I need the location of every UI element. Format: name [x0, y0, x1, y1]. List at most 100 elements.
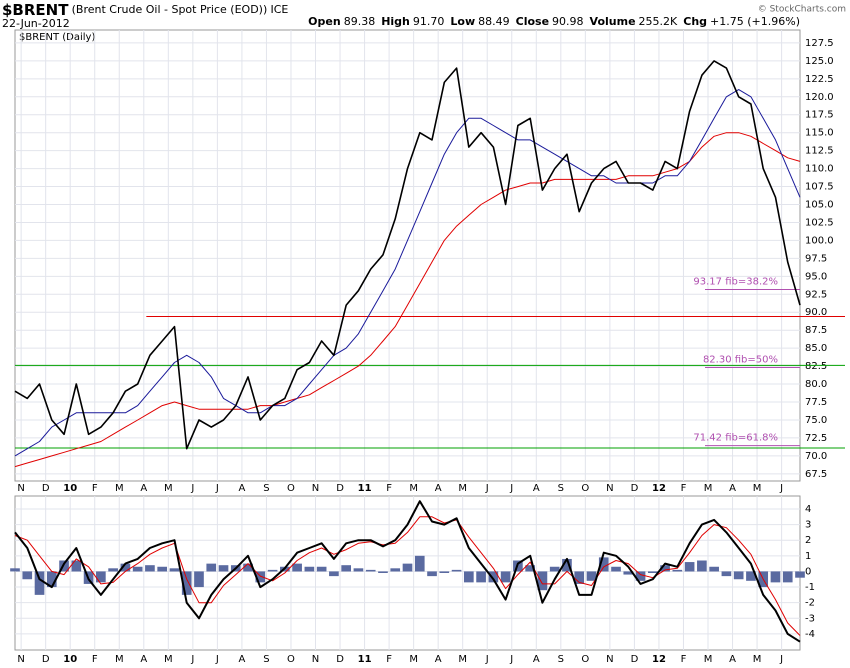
histogram-bar [684, 562, 695, 572]
price-panel [14, 29, 801, 482]
y-tick-label: 0 [805, 566, 811, 577]
stat-value: 88.49 [478, 15, 510, 28]
series-line [14, 132, 801, 468]
series-line [14, 516, 801, 636]
x-tick-label: M [115, 654, 124, 665]
x-tick-label: 12 [652, 483, 666, 494]
fib-label: 71.42 fib=61.8% [693, 433, 778, 444]
x-tick-label: F [92, 483, 98, 494]
x-tick-label: S [558, 483, 564, 494]
y-tick-label: 120.0 [805, 92, 834, 103]
x-tick-label: 10 [63, 654, 77, 665]
y-tick-label: 122.5 [805, 74, 834, 85]
x-tick-label: M [458, 483, 467, 494]
x-tick-label: F [681, 483, 687, 494]
instrument-name: (Brent Crude Oil - Spot Price (EOD)) [72, 3, 268, 16]
histogram-bar [181, 571, 192, 595]
y-tick-label: 75.0 [805, 415, 827, 426]
histogram-bar [451, 569, 462, 572]
histogram-bar [586, 571, 597, 581]
x-tick-label: M [753, 483, 762, 494]
x-tick-label: M [704, 654, 713, 665]
stat-value: 90.98 [552, 15, 584, 28]
x-tick-label: A [140, 483, 147, 494]
y-tick-label: 115.0 [805, 128, 834, 139]
y-tick-label: 4 [805, 504, 811, 515]
fib-label: 93.17 fib=38.2% [693, 276, 778, 287]
histogram-bar [96, 571, 106, 583]
y-tick-label: 95.0 [805, 271, 827, 282]
histogram-bar [795, 571, 805, 578]
histogram-bar [157, 566, 168, 572]
symbol: $BRENT [2, 1, 69, 19]
histogram-bar [427, 571, 437, 577]
histogram-bar [709, 566, 719, 572]
x-tick-label: N [606, 654, 613, 665]
x-tick-label: M [409, 483, 418, 494]
histogram-bar [22, 571, 33, 580]
stat-label: Low [450, 15, 475, 28]
histogram-bar [488, 571, 499, 583]
x-tick-label: A [435, 654, 442, 665]
histogram-bar [390, 568, 401, 572]
histogram-bar [463, 571, 474, 583]
x-tick-label: N [17, 483, 24, 494]
histogram-bar [132, 566, 143, 572]
stat-label: Close [516, 15, 549, 28]
histogram-bar [145, 565, 155, 572]
x-tick-label: 12 [652, 654, 666, 665]
histogram-bar [169, 568, 180, 572]
x-tick-label: D [336, 654, 344, 665]
y-tick-label: 2 [805, 535, 811, 546]
y-tick-label: 107.5 [805, 182, 834, 193]
histogram-bar [746, 571, 756, 581]
x-tick-label: J [509, 654, 513, 665]
x-tick-label: A [140, 654, 147, 665]
y-tick-label: 112.5 [805, 146, 834, 157]
histogram-bar [623, 571, 634, 575]
header-line: $BRENT (Brent Crude Oil - Spot Price (EO… [2, 1, 288, 19]
x-tick-label: A [533, 654, 540, 665]
histogram-bar [721, 571, 732, 577]
y-tick-label: 77.5 [805, 397, 827, 408]
x-tick-label: J [485, 654, 489, 665]
histogram-bar [10, 568, 20, 572]
stat-label: High [381, 15, 410, 28]
stat-label: Open [308, 15, 341, 28]
x-tick-label: N [312, 483, 319, 494]
stat-value: 89.38 [344, 15, 376, 28]
x-tick-label: N [606, 483, 613, 494]
x-tick-label: J [190, 654, 194, 665]
histogram-bar [341, 565, 352, 572]
stat-value: 91.70 [413, 15, 445, 28]
y-tick-label: 102.5 [805, 217, 834, 228]
y-tick-label: 125.0 [805, 56, 834, 67]
x-tick-label: M [164, 483, 173, 494]
x-tick-label: M [115, 483, 124, 494]
x-tick-label: M [753, 654, 762, 665]
y-tick-label: 127.5 [805, 38, 834, 49]
histogram-bar [647, 571, 658, 573]
y-tick-label: -2 [805, 598, 815, 609]
histogram-bar [562, 558, 572, 572]
x-tick-label: A [729, 654, 736, 665]
histogram-bar [108, 568, 118, 572]
x-tick-label: S [558, 654, 564, 665]
x-tick-label: J [779, 483, 783, 494]
x-tick-label: S [263, 483, 269, 494]
x-tick-label: 11 [358, 654, 372, 665]
histogram-bar [782, 571, 793, 583]
x-tick-label: D [631, 483, 639, 494]
x-tick-label: O [287, 483, 295, 494]
histogram-bar [365, 569, 376, 572]
stat-value: 255.2K [639, 15, 678, 28]
histogram-bar [316, 566, 327, 572]
histogram-bar [697, 560, 707, 572]
histogram-bar [243, 563, 253, 572]
x-tick-label: J [509, 483, 513, 494]
y-tick-label: 80.0 [805, 379, 827, 390]
histogram-bar [439, 571, 450, 573]
y-tick-label: 72.5 [805, 433, 827, 444]
x-tick-label: M [704, 483, 713, 494]
